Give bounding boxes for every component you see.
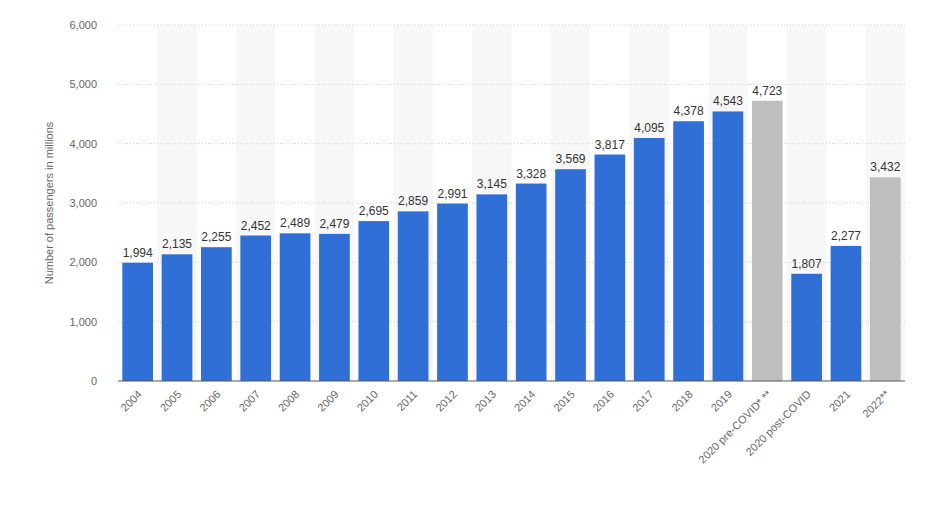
data-label: 2,479 xyxy=(319,217,349,231)
data-label: 3,432 xyxy=(870,160,900,174)
bar xyxy=(240,236,271,381)
data-label: 3,817 xyxy=(595,138,625,152)
data-label: 4,723 xyxy=(752,84,782,98)
y-tick-label: 1,000 xyxy=(69,316,97,328)
x-tick-label: 2018 xyxy=(669,388,695,414)
data-label: 3,145 xyxy=(477,177,507,191)
x-tick-label: 2020 post-COVID xyxy=(743,388,813,458)
bar xyxy=(162,254,193,381)
bar xyxy=(713,111,744,381)
data-label: 2,991 xyxy=(437,187,467,201)
data-label: 2,255 xyxy=(201,230,231,244)
x-tick-label: 2017 xyxy=(630,388,656,414)
data-label: 2,135 xyxy=(162,237,192,251)
x-tick-label: 2007 xyxy=(236,388,262,414)
x-tick-label: 2012 xyxy=(433,388,459,414)
x-tick-label: 2008 xyxy=(276,388,302,414)
x-tick-label: 2005 xyxy=(158,388,184,414)
bar xyxy=(201,247,232,381)
bar xyxy=(319,234,350,381)
bar xyxy=(831,246,862,381)
x-axis: 2004 2005 2006 2007 2008 2009 2010 2011 2012 2013… xyxy=(118,387,892,465)
data-label: 2,452 xyxy=(241,219,271,233)
grid-line xyxy=(118,321,905,322)
column-stripe xyxy=(393,25,432,381)
y-tick-label: 2,000 xyxy=(69,256,97,268)
data-label: 3,328 xyxy=(516,167,546,181)
grid-line xyxy=(118,262,905,263)
x-tick-label: 2022** xyxy=(860,387,892,419)
bar xyxy=(595,155,626,381)
column-stripe xyxy=(708,25,747,381)
data-label: 2,695 xyxy=(359,204,389,218)
bar xyxy=(122,263,153,381)
data-label: 1,807 xyxy=(792,257,822,271)
data-labels: 1,994 2,135 2,255 2,452 2,489 2,479 2,695 2,859… xyxy=(123,84,901,271)
bar xyxy=(516,184,547,381)
bar xyxy=(358,221,389,381)
baseline xyxy=(118,381,905,382)
data-label: 4,543 xyxy=(713,94,743,108)
y-axis: 0 1,000 2,000 3,000 4,000 5,000 6,000 xyxy=(69,19,905,387)
bar xyxy=(752,101,783,381)
bars xyxy=(122,101,900,381)
data-label: 2,277 xyxy=(831,229,861,243)
y-axis-label: Number of passengers in millions xyxy=(43,121,55,284)
chart: 0 1,000 2,000 3,000 4,000 5,000 6,000 Number of… xyxy=(0,0,948,522)
data-label: 4,378 xyxy=(674,104,704,118)
grid-line xyxy=(118,143,905,144)
column-stripes xyxy=(157,25,905,381)
grid-line xyxy=(118,25,905,26)
bar xyxy=(791,274,822,381)
column-stripe xyxy=(551,25,590,381)
bar xyxy=(870,177,901,381)
grid-line xyxy=(118,84,905,85)
x-tick-label: 2011 xyxy=(394,388,419,413)
bar xyxy=(437,204,468,381)
data-label: 1,994 xyxy=(123,246,153,260)
bar xyxy=(476,194,507,381)
y-tick-label: 3,000 xyxy=(69,197,97,209)
data-label: 2,859 xyxy=(398,194,428,208)
x-tick-label: 2019 xyxy=(709,388,735,414)
data-label: 3,569 xyxy=(556,152,586,166)
y-tick-label: 4,000 xyxy=(69,138,97,150)
x-tick-label: 2009 xyxy=(315,388,341,414)
column-stripe xyxy=(472,25,511,381)
y-tick-label: 5,000 xyxy=(69,78,97,90)
x-tick-label: 2015 xyxy=(551,388,577,414)
x-tick-label: 2004 xyxy=(118,388,144,414)
x-tick-label: 2006 xyxy=(197,388,223,414)
x-tick-label: 2010 xyxy=(354,388,380,414)
y-tick-label: 0 xyxy=(91,375,97,387)
y-tick-label: 6,000 xyxy=(69,19,97,31)
bar xyxy=(634,138,665,381)
column-stripe xyxy=(866,25,905,381)
bar xyxy=(555,169,586,381)
data-label: 2,489 xyxy=(280,216,310,230)
x-tick-label: 2020 pre-COVID* ** xyxy=(696,387,774,465)
bar xyxy=(673,121,704,381)
bar xyxy=(280,233,311,381)
grid-line xyxy=(118,203,905,204)
x-tick-label: 2016 xyxy=(590,388,616,414)
data-label: 4,095 xyxy=(634,121,664,135)
x-tick-label: 2014 xyxy=(512,388,538,414)
bar xyxy=(398,211,429,381)
column-stripe xyxy=(630,25,669,381)
x-tick-label: 2013 xyxy=(472,388,498,414)
x-tick-label: 2021 xyxy=(827,388,853,414)
